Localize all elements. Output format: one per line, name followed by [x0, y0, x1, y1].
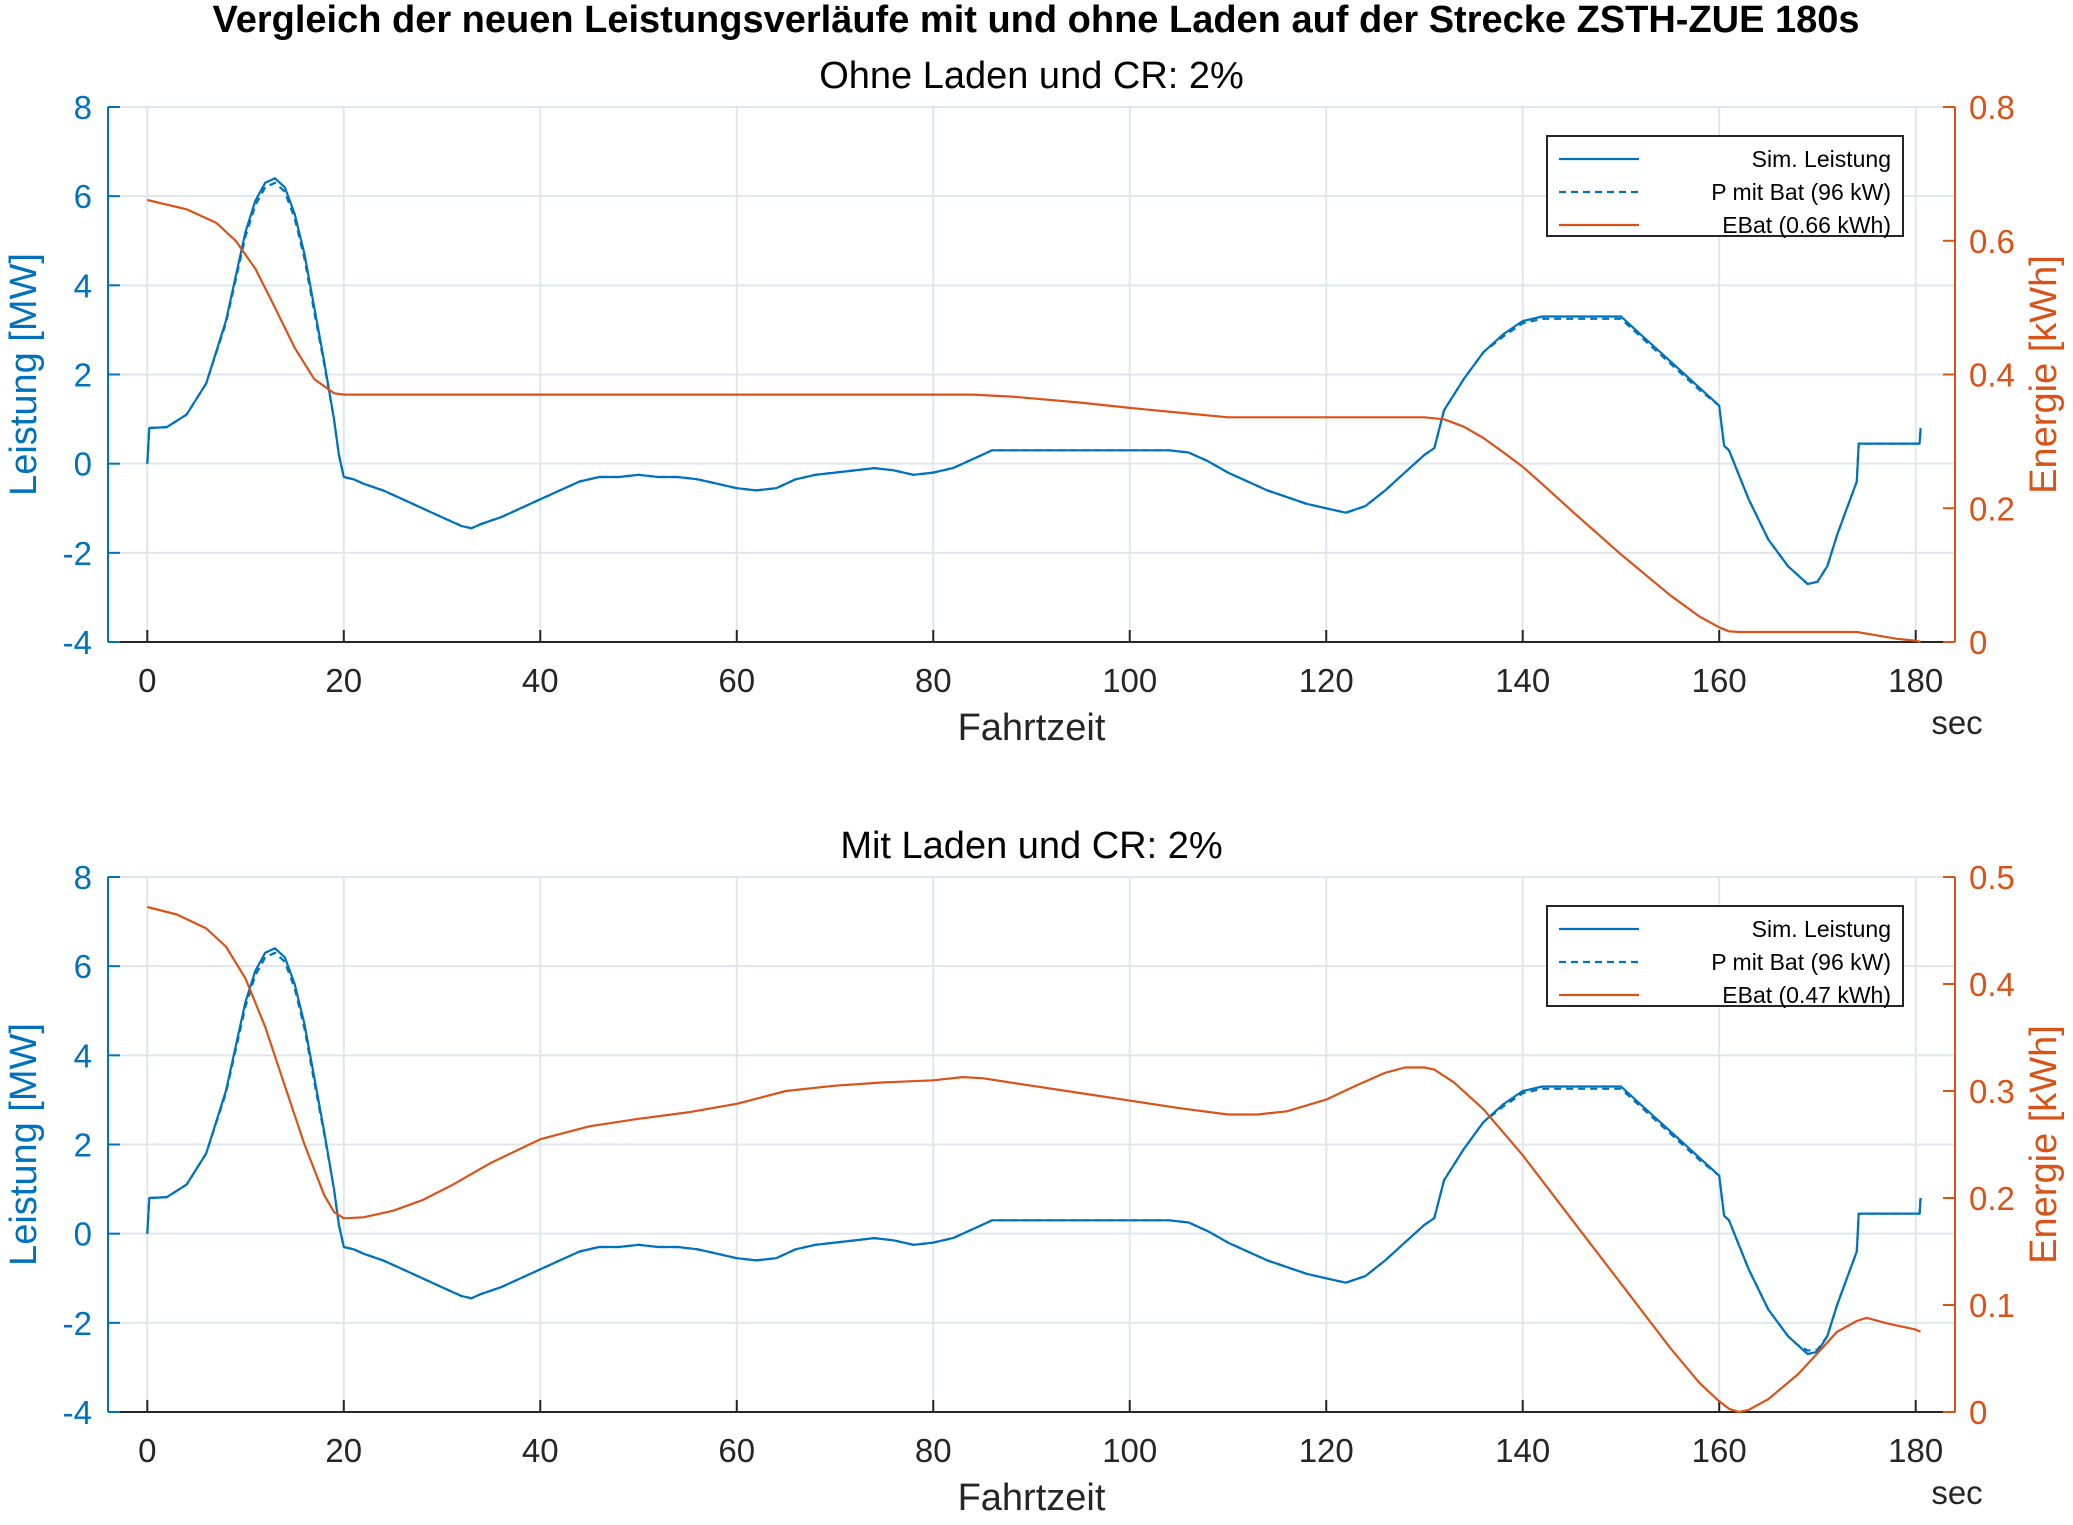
legend-entry: Sim. Leistung: [1752, 146, 1891, 172]
series-line-1: [146, 951, 1922, 1352]
y-right-tick-label: 0.4: [1969, 966, 2015, 1003]
x-tick-label: 160: [1692, 1432, 1747, 1469]
legend-entry: EBat (0.66 kWh): [1722, 212, 1891, 238]
series-line-2: [147, 905, 1922, 1414]
x-axis-unit: sec: [1931, 1474, 1982, 1511]
x-tick-label: 60: [718, 1432, 755, 1469]
x-tick-label: 0: [138, 662, 156, 699]
x-tick-label: 160: [1692, 662, 1747, 699]
x-tick-label: 100: [1102, 662, 1157, 699]
chart-top: Ohne Laden und CR: 2%0 20 40 60 80 100 120 140 1…: [3, 55, 2065, 749]
legend-entry: P mit Bat (96 kW): [1711, 179, 1891, 205]
x-tick-label: 40: [522, 1432, 559, 1469]
y-axis-right-label: Energie [kWh]: [2023, 255, 2065, 494]
y-left-tick-label: 0: [74, 446, 92, 483]
y-right-tick-label: 0: [1969, 1394, 1987, 1431]
x-axis-unit: sec: [1931, 704, 1982, 741]
y-left-tick-label: 0: [74, 1216, 92, 1253]
y-left-tick-label: -4: [63, 1394, 92, 1431]
y-left-tick-label: 4: [74, 1037, 92, 1074]
y-left-tick-label: -2: [63, 1305, 92, 1342]
figure-title: Vergleich der neuen Leistungsverläufe mi…: [212, 0, 1859, 41]
series-line-0: [146, 947, 1922, 1356]
y-left-tick-label: 2: [74, 357, 92, 394]
x-tick-label: 120: [1299, 662, 1354, 699]
y-right-tick-label: 0.2: [1969, 1180, 2015, 1217]
legend-entry: EBat (0.47 kWh): [1722, 982, 1891, 1008]
y-right-tick-label: 0.1: [1969, 1287, 2015, 1324]
x-tick-label: 140: [1495, 1432, 1550, 1469]
plot-title: Mit Laden und CR: 2%: [840, 825, 1222, 867]
series-line-0: [146, 177, 1922, 586]
x-tick-label: 120: [1299, 1432, 1354, 1469]
y-axis-left-label: Leistung [MW]: [3, 253, 45, 496]
x-tick-label: 40: [522, 662, 559, 699]
y-right-tick-label: 0.6: [1969, 223, 2015, 260]
x-axis-label: Fahrtzeit: [958, 707, 1106, 749]
y-axis-left-label: Leistung [MW]: [3, 1023, 45, 1266]
y-axis-right-label: Energie [kWh]: [2023, 1025, 2065, 1264]
series-line-1: [146, 181, 1922, 586]
legend-entry: P mit Bat (96 kW): [1711, 949, 1891, 975]
y-right-tick-label: 0: [1969, 624, 1987, 661]
x-tick-label: 180: [1888, 1432, 1943, 1469]
x-tick-label: 0: [138, 1432, 156, 1469]
x-tick-label: 20: [325, 662, 362, 699]
y-right-tick-label: 0.2: [1969, 490, 2015, 527]
plot-title: Ohne Laden und CR: 2%: [819, 55, 1244, 97]
y-left-tick-label: 2: [74, 1127, 92, 1164]
y-left-tick-label: -2: [63, 535, 92, 572]
x-axis-label: Fahrtzeit: [958, 1477, 1106, 1519]
chart-bottom: Mit Laden und CR: 2%0 20 40 60 80 100 120 140 16…: [3, 825, 2065, 1519]
y-left-tick-label: 8: [74, 89, 92, 126]
x-tick-label: 180: [1888, 662, 1943, 699]
y-right-tick-label: 0.4: [1969, 357, 2015, 394]
series-line-2: [147, 198, 1921, 644]
x-tick-label: 80: [915, 662, 952, 699]
y-right-tick-label: 0.3: [1969, 1073, 2015, 1110]
y-left-tick-label: -4: [63, 624, 92, 661]
y-left-tick-label: 6: [74, 948, 92, 985]
y-right-tick-label: 0.5: [1969, 859, 2015, 896]
y-left-tick-label: 4: [74, 267, 92, 304]
y-left-tick-label: 8: [74, 859, 92, 896]
y-left-tick-label: 6: [74, 178, 92, 215]
x-tick-label: 140: [1495, 662, 1550, 699]
legend-box: [1546, 905, 1904, 1007]
x-tick-label: 100: [1102, 1432, 1157, 1469]
y-right-tick-label: 0.8: [1969, 89, 2015, 126]
x-tick-label: 80: [915, 1432, 952, 1469]
legend-entry: Sim. Leistung: [1752, 916, 1891, 942]
legend-box: [1546, 135, 1904, 237]
x-tick-label: 60: [718, 662, 755, 699]
x-tick-label: 20: [325, 1432, 362, 1469]
